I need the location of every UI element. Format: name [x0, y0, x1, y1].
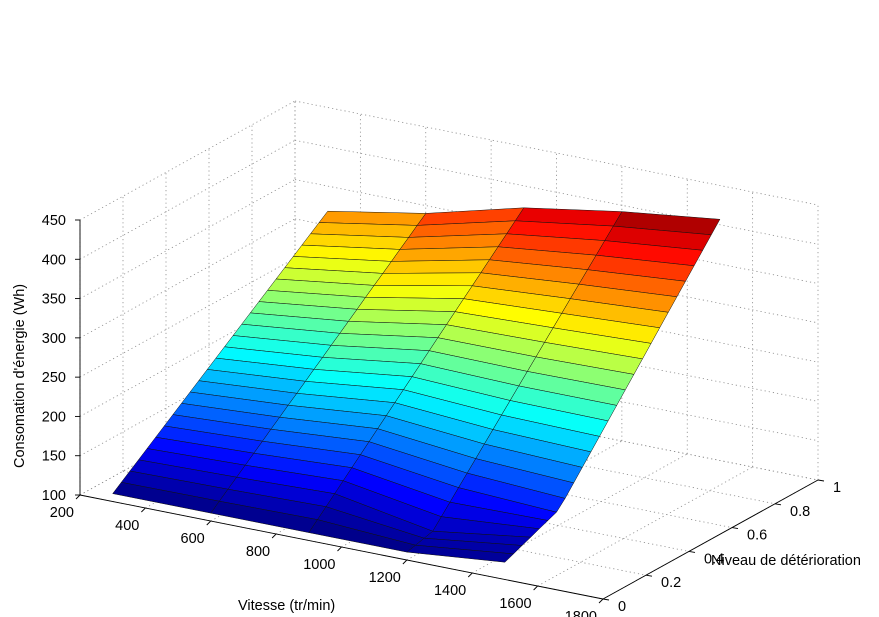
- z-tick-label: 100: [42, 488, 66, 504]
- x-axis-label: Vitesse (tr/min): [238, 598, 335, 614]
- y-tick-label: 0.6: [747, 528, 767, 544]
- surface: [112, 207, 721, 563]
- grid-line: [79, 297, 296, 417]
- x-tick-label: 1200: [369, 570, 401, 586]
- grid-line: [79, 257, 296, 378]
- z-tick-label: 150: [42, 449, 66, 465]
- x-tick-mark: [206, 520, 212, 526]
- x-tick-mark: [402, 559, 408, 565]
- y-tick-label: 0.2: [661, 575, 681, 591]
- surface-face: [373, 272, 482, 287]
- y-axis-label: Niveau de détérioration: [711, 553, 861, 569]
- y-tick-label: 0.4: [704, 551, 724, 567]
- x-tick-mark: [598, 598, 604, 604]
- x-tick-label: 1000: [303, 557, 335, 573]
- surface-face: [112, 482, 220, 514]
- y-tick-mark: [602, 598, 610, 601]
- z-tick-label: 250: [42, 370, 66, 386]
- grid-line: [472, 453, 688, 574]
- y-tick-label: 1: [833, 480, 841, 496]
- grid-line: [294, 179, 819, 284]
- x-tick-label: 1600: [499, 596, 531, 612]
- x-tick-label: 1800: [565, 609, 597, 617]
- x-tick-mark: [141, 507, 146, 513]
- x-tick-label: 400: [115, 518, 139, 534]
- y-tick-mark: [817, 479, 825, 482]
- z-tick-label: 350: [42, 292, 66, 308]
- x-tick-mark: [337, 546, 342, 552]
- grid-line: [79, 139, 296, 260]
- y-tick-mark: [731, 527, 739, 530]
- z-tick-label: 200: [42, 409, 66, 425]
- y-tick-label: 0.8: [790, 504, 810, 520]
- y-tick-label: 0: [618, 599, 626, 615]
- grid-line: [537, 466, 753, 587]
- tick-labels: 2004006008001000120014001600180000.20.40…: [42, 213, 841, 617]
- surface-face: [365, 285, 473, 299]
- z-tick-label: 300: [42, 331, 66, 347]
- x-tick-mark: [75, 494, 81, 500]
- grid-line: [79, 179, 296, 299]
- x-tick-label: 1400: [434, 583, 466, 599]
- surface-face: [382, 259, 490, 274]
- surface-face: [391, 246, 499, 262]
- x-tick-label: 800: [246, 544, 270, 560]
- grid-line: [294, 139, 819, 245]
- x-tick-label: 600: [181, 531, 205, 547]
- z-tick-label: 400: [42, 252, 66, 268]
- grid-line: [79, 100, 296, 221]
- grid-line: [79, 218, 296, 339]
- y-tick-mark: [645, 574, 653, 577]
- y-tick-mark: [774, 503, 782, 506]
- x-tick-mark: [467, 572, 473, 578]
- grid-line: [294, 100, 819, 206]
- x-tick-mark: [533, 585, 538, 591]
- z-axis-label: Consomation d'énergie (Wh): [12, 284, 28, 468]
- y-tick-mark: [688, 550, 696, 553]
- y-axis-line: [602, 479, 819, 600]
- z-tick-label: 450: [42, 213, 66, 229]
- x-tick-mark: [271, 533, 277, 539]
- x-tick-label: 200: [50, 505, 74, 521]
